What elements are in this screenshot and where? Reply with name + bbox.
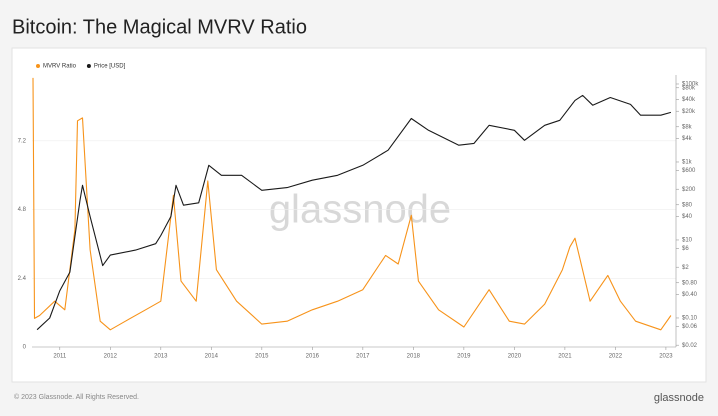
x-tick-label: 2015 xyxy=(255,354,269,360)
x-tick-label: 2018 xyxy=(407,354,421,360)
x-tick-label: 2023 xyxy=(659,354,673,360)
y2-tick-label: $0.06 xyxy=(682,324,698,330)
series-line xyxy=(32,77,672,331)
y-tick-label: 2.4 xyxy=(18,276,27,282)
y2-tick-label: $4k xyxy=(682,136,693,142)
x-tick-label: 2012 xyxy=(104,354,118,360)
x-tick-label: 2020 xyxy=(508,354,522,360)
x-tick-label: 2016 xyxy=(306,354,320,360)
y2-tick-label: $200 xyxy=(682,187,696,193)
x-tick-label: 2011 xyxy=(53,354,67,360)
y2-tick-label: $600 xyxy=(682,168,696,174)
series-line xyxy=(36,94,672,331)
y2-tick-label: $6 xyxy=(682,246,689,252)
y2-tick-label: $1k xyxy=(682,160,693,166)
y2-tick-label: $8k xyxy=(682,124,693,130)
chart-title: Bitcoin: The Magical MVRV Ratio xyxy=(12,16,307,38)
x-tick-label: 2013 xyxy=(154,354,168,360)
y-tick-label: 4.8 xyxy=(18,207,27,213)
y2-tick-label: $100k xyxy=(682,82,699,88)
footer: © 2023 Glassnode. All Rights Reserved. xyxy=(14,393,139,401)
logo: glassnode xyxy=(654,392,704,404)
legend-label: MVRV Ratio xyxy=(43,64,77,70)
x-tick-label: 2022 xyxy=(609,354,623,360)
legend-marker xyxy=(86,64,91,68)
y-tick-label: 0 xyxy=(23,345,27,351)
legend-marker xyxy=(36,64,40,68)
y2-tick-label: $0.10 xyxy=(682,316,698,322)
x-tick-label: 2021 xyxy=(558,354,572,360)
x-tick-label: 2019 xyxy=(457,354,471,360)
y2-tick-label: $80k xyxy=(682,85,696,91)
y2-tick-label: $40k xyxy=(682,97,696,103)
y2-tick-label: $20k xyxy=(682,109,696,115)
legend-label: Price [USD] xyxy=(94,64,126,70)
x-tick-label: 2017 xyxy=(356,354,370,360)
y2-tick-label: $0.02 xyxy=(682,343,698,349)
x-tick-label: 2014 xyxy=(205,354,219,360)
y2-tick-label: $2 xyxy=(682,265,689,271)
y2-tick-label: $80 xyxy=(682,202,693,208)
y-tick-label: 7.2 xyxy=(18,138,27,144)
y2-tick-label: $0.40 xyxy=(682,292,698,298)
y2-tick-label: $10 xyxy=(682,238,693,244)
y2-tick-label: $0.80 xyxy=(682,280,698,286)
y2-tick-label: $40 xyxy=(682,214,693,220)
